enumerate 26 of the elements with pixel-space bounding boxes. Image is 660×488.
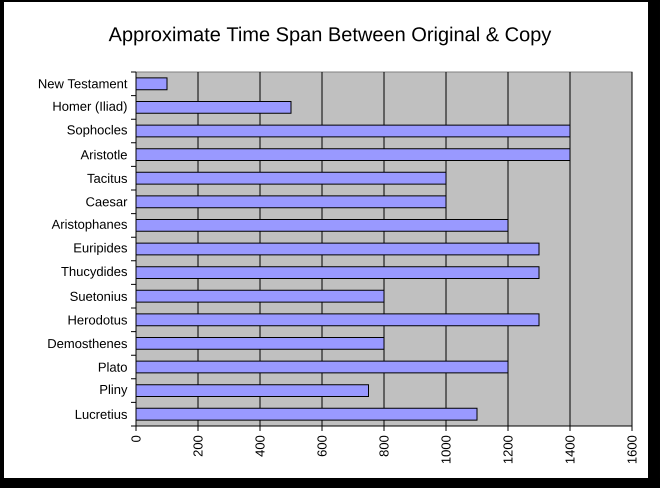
y-tick-label: Herodotus [68,315,127,325]
y-tick-label: Thucydides [61,266,127,279]
y-tick-label: Demosthenes [48,338,127,348]
y-tick-label: New Testament [38,79,128,88]
x-tick-label: 1400 [565,436,575,464]
x-tick-label: 600 [317,436,327,456]
y-tick-label: Aristophanes [52,219,127,232]
bar [136,77,168,90]
y-tick-label: Sophocles [67,124,127,138]
x-tick-label: 0 [131,436,141,442]
x-tick-label: 200 [193,436,203,456]
x-tick-label: 800 [379,436,389,456]
y-tick-label: Plato [98,362,127,372]
y-tick-label: Aristotle [80,150,127,160]
y-tick-label: Pliny [100,384,128,397]
y-tick-label: Tacitus [87,173,128,183]
x-tick-label: 1600 [627,436,637,464]
y-tick-label: Euripides [74,242,127,256]
x-tick-label: 1200 [503,436,513,464]
y-tick-label: Suetonius [70,291,127,301]
y-tick-label: Lucretius [76,409,127,419]
y-tick-label: Caesar [86,197,128,206]
y-tick-label: Homer (Iliad) [53,101,127,114]
chart-title: Approximate Time Span Between Original & Copy [108,26,552,46]
x-tick-label: 400 [255,436,265,457]
x-tick-label: 1000 [441,436,451,464]
